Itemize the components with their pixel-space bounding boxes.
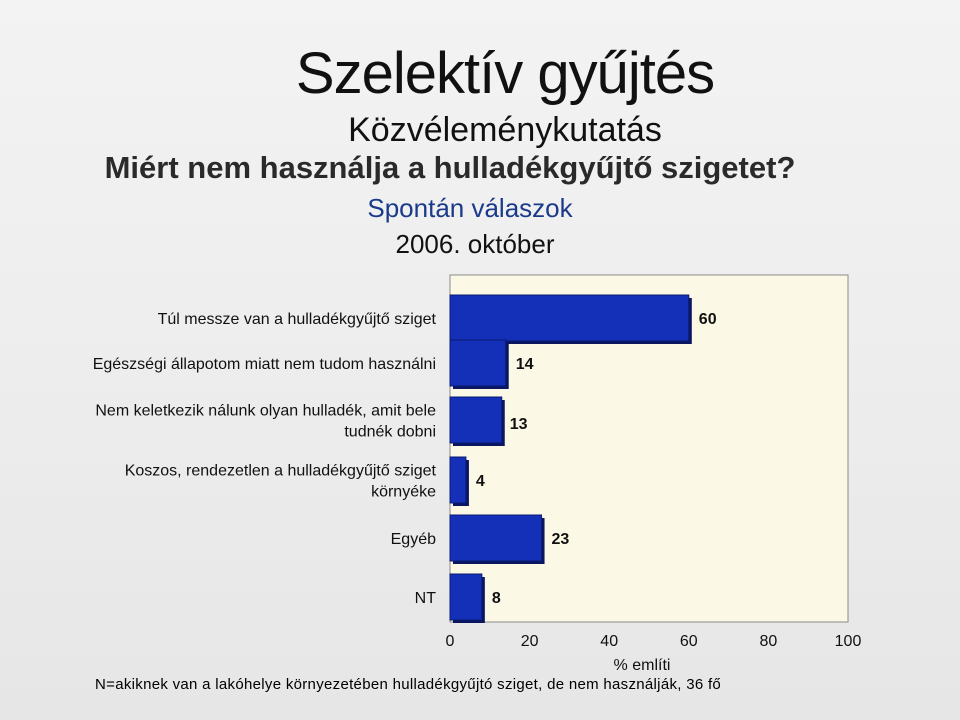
bar-value-label: 8 [492,590,501,607]
category-label: NT [415,590,437,607]
sample-footnote: N=akiknek van a lakóhelye környezetében … [95,676,722,693]
bar-value-label: 13 [510,416,528,433]
answer-type-note: Spontán válaszok [367,193,573,223]
bar [449,396,503,444]
bar-value-label: 4 [476,473,485,490]
category-label: tudnék dobni [344,424,436,441]
bar [449,514,543,562]
bar [449,339,507,387]
category-label: Egészségi állapotom miatt nem tudom hasz… [93,356,436,373]
page-subtitle: Közvéleménykutatás [348,111,662,149]
bar-value-label: 60 [699,311,717,328]
x-tick-label: 20 [521,633,539,650]
bar [449,456,467,504]
bar-value-label: 23 [552,531,570,548]
page-title: Szelektív gyűjtés [295,41,715,106]
category-label: Túl messze van a hulladékgyűjtő sziget [158,311,437,328]
bar [449,573,483,621]
x-tick-label: 0 [446,633,455,650]
category-label: Koszos, rendezetlen a hulladékgyűjtő szi… [125,463,437,480]
x-tick-label: 80 [760,633,778,650]
category-label: Nem keletkezik nálunk olyan hulladék, am… [95,403,436,420]
bar [449,294,690,342]
x-axis-title: % említi [614,657,671,674]
x-tick-label: 60 [680,633,698,650]
category-label: környéke [371,484,436,501]
category-label: Egyéb [391,531,436,548]
x-tick-label: 40 [600,633,618,650]
bar-value-label: 14 [516,356,534,373]
survey-question: Miért nem használja a hulladékgyűjtő szi… [104,150,796,185]
x-tick-label: 100 [835,633,862,650]
survey-date: 2006. október [395,229,555,259]
